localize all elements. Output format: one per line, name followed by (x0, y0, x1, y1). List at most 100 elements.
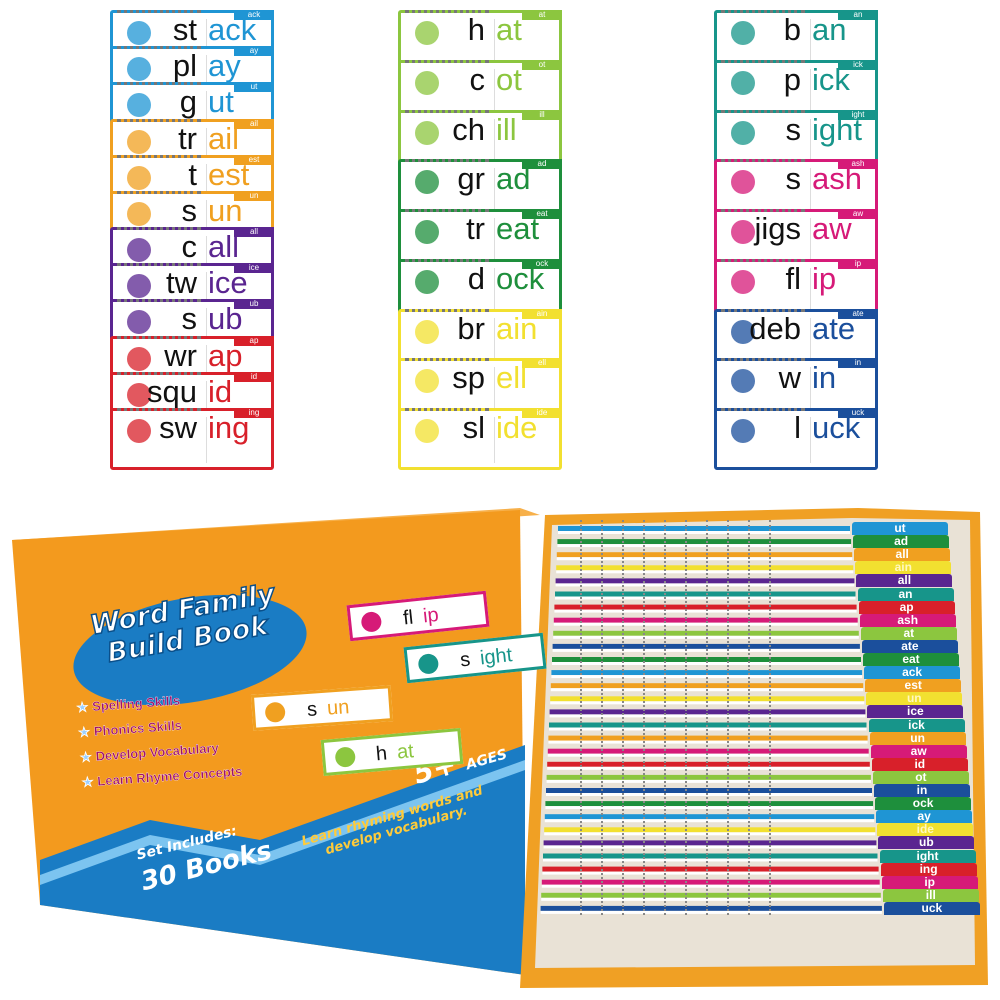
star-icon: ★ (76, 699, 89, 715)
word-rime: un (326, 696, 351, 720)
book-page-edge (546, 793, 872, 796)
book-page-edge (541, 884, 880, 888)
card-divider (206, 417, 207, 463)
word-onset: st (172, 12, 197, 47)
picture-icon (415, 120, 439, 145)
word-onset: h (467, 12, 485, 47)
book-tab: ash (859, 613, 956, 627)
skill-item: ★ Phonics Skills (78, 714, 240, 741)
spiral-binding (405, 109, 489, 118)
word-onset: tw (166, 265, 197, 301)
picture-icon (127, 310, 151, 335)
spiral-binding (117, 227, 201, 235)
word-rime: ing (208, 410, 250, 445)
book-tab: in (874, 784, 970, 797)
picture-icon (415, 220, 439, 244)
book-tab: ap (858, 600, 955, 614)
picture-icon (415, 419, 439, 443)
card-tab: est (234, 154, 274, 165)
card-divider (810, 218, 811, 264)
picture-icon (264, 701, 286, 723)
book-tab: uck (883, 901, 980, 915)
word-rime: un (208, 192, 243, 228)
book-stripe (543, 840, 877, 846)
word-onset: s (459, 648, 472, 672)
book-page-edge (555, 583, 855, 587)
picture-icon (360, 610, 383, 633)
book-page-edge (556, 557, 853, 561)
picture-icon (415, 269, 439, 294)
spiral-binding (117, 408, 201, 416)
star-icon: ★ (79, 749, 93, 765)
spiral-binding (580, 520, 590, 915)
card-divider (810, 417, 811, 463)
book-tab: an (857, 587, 954, 601)
word-rime: ay (208, 48, 241, 84)
skill-label: Develop Vocabulary (95, 740, 220, 764)
spiral-binding (622, 520, 632, 915)
book-stripe (547, 748, 869, 754)
spiral-binding (706, 520, 716, 915)
book-tab: ack (864, 666, 961, 680)
word-rime: ad (496, 161, 531, 197)
card-divider (810, 267, 811, 314)
word-onset: s (785, 111, 802, 147)
word-onset: pl (172, 48, 197, 84)
book-tab: ock (875, 797, 972, 811)
book-stripe (543, 853, 878, 859)
spiral-binding (405, 10, 489, 18)
spiral-binding (405, 358, 489, 366)
word-rime: ill (496, 111, 517, 147)
book-tab: ub (878, 836, 975, 850)
book-page-edge (547, 753, 869, 757)
card-tab: ate (838, 308, 878, 319)
picture-icon (415, 369, 439, 394)
card-divider (206, 55, 207, 102)
word-rime: ack (208, 12, 257, 47)
book-page-edge (543, 858, 878, 862)
picture-icon (127, 165, 151, 190)
book-stripe (558, 526, 850, 531)
card-divider (810, 317, 811, 364)
picture-icon (731, 21, 755, 45)
word-rime: ain (496, 310, 538, 346)
spiral-binding (117, 154, 201, 163)
spiral-binding (721, 358, 805, 366)
word-onset: tr (178, 120, 197, 156)
word-rime: ip (421, 603, 440, 628)
book-stripe (554, 604, 857, 610)
spiral-binding (727, 520, 737, 915)
word-onset: fl (785, 260, 802, 296)
word-rime: ell (496, 360, 528, 396)
picture-icon (415, 170, 439, 195)
word-rime: ice (208, 265, 248, 301)
card-tab: ill (522, 109, 562, 120)
card-divider (810, 68, 811, 115)
picture-icon (415, 70, 439, 95)
card-tab: ail (234, 118, 274, 129)
card-divider (494, 19, 495, 65)
spiral-binding (117, 263, 201, 271)
word-card: uck l uck (714, 408, 878, 470)
card-tab: ock (522, 258, 562, 269)
word-rime: ap (208, 337, 243, 373)
book-tab: ide (877, 823, 974, 837)
card-tab: ap (234, 335, 274, 346)
book-tab: un (866, 692, 963, 706)
card-tab: ay (234, 46, 274, 57)
book-page-edge (554, 609, 857, 613)
book-page-edge (546, 779, 871, 783)
book-page-edge (542, 871, 879, 875)
book-page-edge (557, 544, 852, 548)
picture-icon (415, 21, 439, 45)
book-stripe (544, 827, 876, 833)
spiral-binding (721, 308, 805, 317)
book-stripe (556, 552, 853, 558)
word-rime: ock (496, 260, 545, 296)
book-page-edge (556, 570, 854, 574)
card-divider (494, 317, 495, 364)
card-tab: ide (522, 408, 562, 418)
book-page-edge (543, 845, 877, 849)
word-onset: br (457, 310, 485, 346)
book-tab: ot (872, 770, 969, 784)
